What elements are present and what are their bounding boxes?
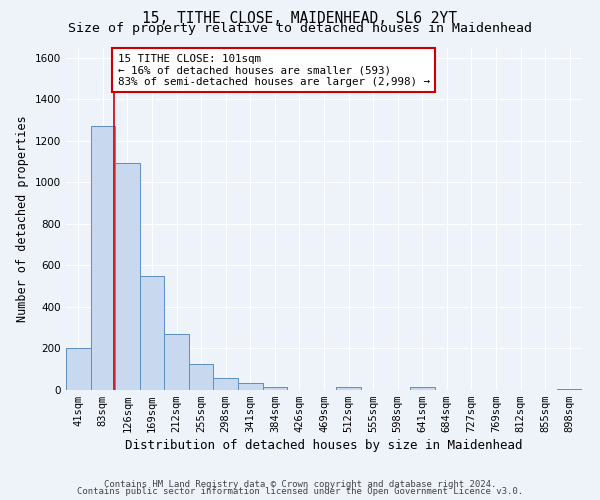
Text: Contains HM Land Registry data © Crown copyright and database right 2024.: Contains HM Land Registry data © Crown c… — [104, 480, 496, 489]
Bar — [263, 387, 287, 390]
Bar — [410, 387, 434, 390]
Text: Contains public sector information licensed under the Open Government Licence v3: Contains public sector information licen… — [77, 488, 523, 496]
Bar — [140, 276, 164, 390]
Bar — [115, 162, 140, 390]
Bar — [557, 389, 582, 390]
Bar — [164, 334, 189, 390]
Text: 15, TITHE CLOSE, MAIDENHEAD, SL6 2YT: 15, TITHE CLOSE, MAIDENHEAD, SL6 2YT — [143, 11, 458, 26]
Bar — [336, 387, 361, 390]
Bar — [66, 348, 91, 390]
Bar — [214, 378, 238, 390]
Y-axis label: Number of detached properties: Number of detached properties — [16, 116, 29, 322]
Text: Size of property relative to detached houses in Maidenhead: Size of property relative to detached ho… — [68, 22, 532, 35]
Bar — [189, 364, 214, 390]
Text: 15 TITHE CLOSE: 101sqm
← 16% of detached houses are smaller (593)
83% of semi-de: 15 TITHE CLOSE: 101sqm ← 16% of detached… — [118, 54, 430, 87]
Bar — [91, 126, 115, 390]
Bar — [238, 384, 263, 390]
X-axis label: Distribution of detached houses by size in Maidenhead: Distribution of detached houses by size … — [125, 440, 523, 452]
